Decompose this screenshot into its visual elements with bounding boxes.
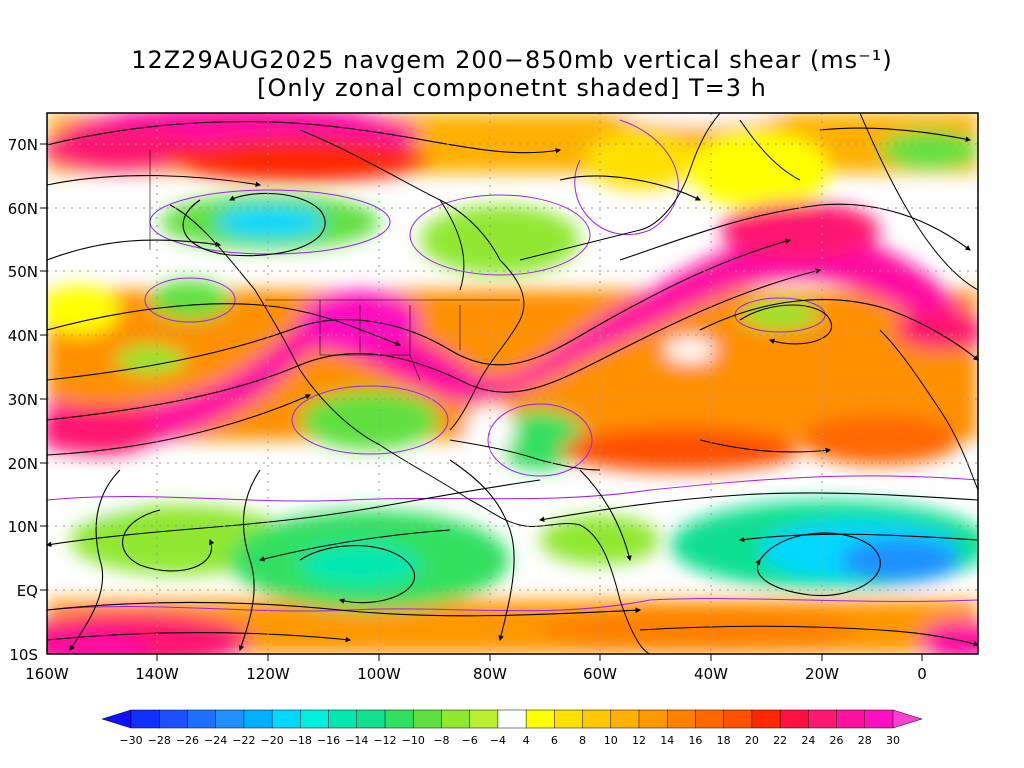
- longitude-axis: 160W 140W 120W 100W 80W 60W 40W 20W 0: [25, 654, 927, 683]
- colorbar-cell: [384, 709, 414, 729]
- colorbar-label: 18: [717, 734, 731, 747]
- colorbar-label: 26: [830, 734, 844, 747]
- colorbar-label: −14: [345, 734, 368, 747]
- map-title-line2: [Only zonal componetnt shaded] T=3 h: [257, 74, 767, 102]
- lon-tick: [156, 654, 923, 661]
- colorbar-cell: [610, 709, 640, 729]
- colorbar-label: 22: [773, 734, 787, 747]
- lon-label: 100W: [357, 665, 401, 683]
- lat-label: 50N: [8, 263, 38, 281]
- colorbar-label: −8: [433, 734, 449, 747]
- colorbar-cell: [779, 709, 809, 729]
- lon-label: 60W: [583, 665, 617, 683]
- colorbar-cell: [808, 709, 838, 729]
- lat-label: 10N: [8, 518, 38, 536]
- colorbar-label: −28: [148, 734, 171, 747]
- colorbar-label: 4: [523, 734, 530, 747]
- lon-label: 20W: [805, 665, 839, 683]
- colorbar-cell: [469, 709, 499, 729]
- colorbar-label: −16: [317, 734, 340, 747]
- colorbar-cell: [187, 709, 217, 729]
- colorbar-label: −20: [261, 734, 284, 747]
- colorbar-label: 30: [886, 734, 900, 747]
- lat-label: 40N: [8, 327, 38, 345]
- colorbar-cell: [497, 709, 527, 729]
- lat-tick: [40, 143, 47, 591]
- colorbar-low-arrow: [101, 709, 132, 729]
- colorbar-cell: [243, 709, 273, 729]
- lat-label: EQ: [17, 582, 38, 600]
- colorbar-label: 6: [551, 734, 558, 747]
- colorbar-label: −22: [232, 734, 255, 747]
- colorbar-cell: [328, 709, 358, 729]
- colorbar-label: 16: [688, 734, 702, 747]
- lon-label: 120W: [246, 665, 290, 683]
- lat-label: 10S: [9, 646, 38, 664]
- colorbar-cell: [215, 709, 245, 729]
- colorbar-label: 8: [579, 734, 586, 747]
- colorbar-label: 10: [604, 734, 618, 747]
- shear-shading: [47, 113, 978, 654]
- colorbar-cell: [666, 709, 696, 729]
- colorbar-cell: [130, 709, 160, 729]
- colorbar-label: 12: [632, 734, 646, 747]
- lon-label: 160W: [25, 665, 69, 683]
- lat-label: 60N: [8, 200, 38, 218]
- map-frame: [46, 112, 979, 655]
- lat-label: 30N: [8, 391, 38, 409]
- colorbar-high-arrow: [892, 709, 923, 729]
- colorbar-label: −6: [462, 734, 478, 747]
- colorbar-cell: [554, 709, 584, 729]
- colorbar-label: −12: [373, 734, 396, 747]
- colorbar: −30 −28 −26 −24 −22 −20 −18 −16 −14 −12 −10 −8 −6 −4 4…: [101, 709, 923, 747]
- colorbar-label: −4: [490, 734, 506, 747]
- colorbar-label: −24: [204, 734, 227, 747]
- lon-label: 140W: [135, 665, 179, 683]
- latitude-axis: 70N 60N 50N 40N 30N 20N 10N EQ 10S: [8, 136, 47, 664]
- lon-label: 80W: [473, 665, 507, 683]
- colorbar-cell: [271, 709, 301, 729]
- colorbar-cell: [441, 709, 471, 729]
- lat-label: 70N: [8, 136, 38, 154]
- colorbar-label: 20: [745, 734, 759, 747]
- lon-label: 0: [917, 665, 927, 683]
- colorbar-cell: [723, 709, 753, 729]
- zero-contours: [47, 119, 978, 612]
- colorbar-label: −10: [402, 734, 425, 747]
- colorbar-cell: [638, 709, 668, 729]
- colorbar-label: 14: [660, 734, 674, 747]
- colorbar-cell: [300, 709, 330, 729]
- lat-label: 20N: [8, 455, 38, 473]
- lon-label: 40W: [694, 665, 728, 683]
- colorbar-label: 24: [801, 734, 815, 747]
- lat-lon-grid: [47, 113, 978, 654]
- colorbar-cell: [695, 709, 725, 729]
- colorbar-cell: [836, 709, 866, 729]
- colorbar-label: −26: [176, 734, 199, 747]
- colorbar-cell: [356, 709, 386, 729]
- colorbar-cell: [864, 709, 894, 729]
- colorbar-cell: [525, 709, 555, 729]
- colorbar-label: −18: [289, 734, 312, 747]
- coastlines: [169, 113, 978, 654]
- streamlines: [47, 121, 978, 652]
- colorbar-cell: [582, 709, 612, 729]
- colorbar-cell: [412, 709, 442, 729]
- borders: [149, 150, 520, 381]
- colorbar-label: −30: [119, 734, 142, 747]
- colorbar-label: 28: [858, 734, 872, 747]
- colorbar-cell: [751, 709, 781, 729]
- colorbar-cell: [158, 709, 188, 729]
- map-title-line1: 12Z29AUG2025 navgem 200−850mb vertical s…: [131, 46, 893, 74]
